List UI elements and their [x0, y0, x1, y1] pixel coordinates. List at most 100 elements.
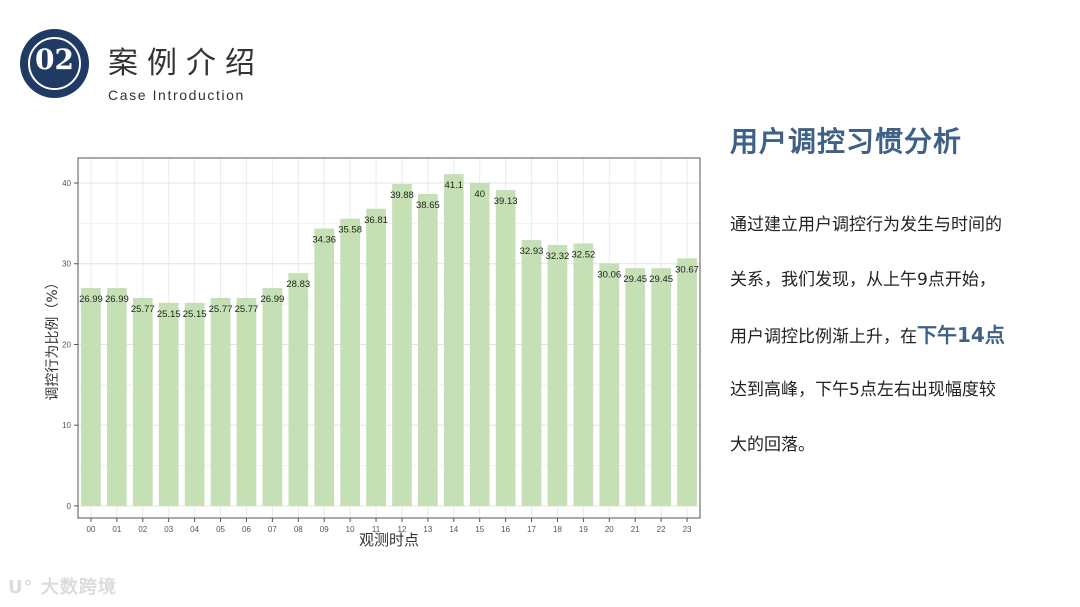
x-tick-label: 09 [320, 525, 329, 534]
x-tick-label: 15 [475, 525, 484, 534]
body-line-4: 达到高峰，下午5点左右出现幅度较 [730, 380, 996, 400]
bar-value-label: 29.45 [623, 274, 647, 285]
bar [625, 268, 646, 506]
y-tick-label: 20 [62, 340, 71, 349]
x-tick-label: 19 [579, 525, 588, 534]
bar [262, 288, 283, 506]
bar [495, 190, 516, 506]
x-tick-label: 07 [268, 525, 277, 534]
bar-value-label: 39.88 [390, 190, 414, 201]
x-tick-label: 17 [527, 525, 536, 534]
bar [132, 297, 153, 506]
x-tick-label: 12 [398, 525, 407, 534]
x-tick-label: 03 [164, 525, 173, 534]
bar-value-label: 30.67 [675, 264, 699, 275]
y-tick-label: 10 [62, 421, 71, 430]
bar [392, 183, 412, 506]
y-tick-label: 0 [67, 502, 72, 511]
headline: 用户调控习惯分析 [730, 125, 963, 158]
bar-value-label: 28.83 [286, 279, 310, 290]
y-tick-label: 40 [62, 179, 71, 188]
x-tick-label: 14 [449, 525, 458, 534]
body-highlight: 下午14点 [917, 323, 1005, 347]
section-number-badge: 02 [20, 29, 89, 98]
bar-value-label: 25.77 [235, 304, 259, 315]
x-tick-label: 21 [631, 525, 640, 534]
bar-value-label: 34.36 [312, 235, 336, 246]
bar [547, 245, 568, 506]
bar [521, 240, 542, 506]
x-tick-label: 16 [501, 525, 510, 534]
x-tick-label: 22 [657, 525, 666, 534]
watermark-logo: ᑌ° 大数跨境 [8, 573, 117, 599]
x-axis-label: 观测时点 [359, 531, 419, 549]
section-number: 02 [35, 43, 74, 76]
bar [443, 174, 464, 506]
chart-bars [81, 174, 697, 506]
x-tick-label: 11 [372, 525, 381, 534]
x-tick-label: 00 [87, 525, 96, 534]
bar-value-label: 25.77 [131, 304, 155, 315]
bar [677, 258, 697, 506]
bar-value-label: 25.15 [157, 309, 181, 320]
y-tick-label: 30 [62, 260, 71, 269]
bar [340, 218, 360, 506]
x-tick-label: 08 [294, 525, 303, 534]
bar-value-label: 41.1 [445, 180, 464, 191]
bar-value-label: 25.15 [183, 309, 207, 320]
x-tick-label: 18 [553, 525, 562, 534]
bar-value-label: 40 [474, 189, 485, 200]
bar [158, 302, 179, 506]
bar [469, 183, 490, 506]
body-line-5: 大的回落。 [730, 435, 815, 455]
body-line-3-prefix: 用户调控比例渐上升，在 [730, 327, 917, 347]
body-line-3: 用户调控比例渐上升，在下午14点 [730, 315, 1050, 370]
bar-value-label: 36.81 [364, 215, 388, 226]
body-text: 通过建立用户调控行为发生与时间的 关系，我们发现，从上午9点开始， 用户调控比例… [730, 205, 1050, 480]
bar [599, 263, 620, 506]
bar-value-label: 35.58 [338, 225, 362, 236]
bar-value-label: 38.65 [416, 200, 440, 211]
bar-value-label: 32.52 [571, 249, 595, 260]
body-line-2: 关系，我们发现，从上午9点开始， [730, 270, 996, 290]
bar [314, 228, 335, 506]
x-tick-label: 05 [216, 525, 225, 534]
watermark-icon: ᑌ° [8, 577, 34, 598]
bar-value-label: 26.99 [79, 294, 103, 305]
bar [651, 268, 671, 506]
chart-axes: 0 10 20 30 40 00 01 02 03 04 05 06 07 08 09 10 11 12 13 14 1… [62, 179, 692, 534]
bar [210, 297, 231, 506]
bar-value-label: 39.13 [494, 196, 518, 207]
bar [184, 302, 205, 506]
x-tick-label: 01 [112, 525, 121, 534]
x-tick-label: 10 [346, 525, 355, 534]
bar [236, 297, 257, 506]
x-tick-label: 13 [423, 525, 432, 534]
bar-value-label: 30.06 [597, 269, 621, 280]
bar-value-label: 26.99 [260, 294, 284, 305]
bar-value-label: 26.99 [105, 294, 129, 305]
bar [288, 273, 309, 506]
x-tick-label: 23 [683, 525, 692, 534]
plot-border [77, 157, 701, 519]
bar-value-label: 25.77 [209, 304, 233, 315]
bar [418, 193, 438, 506]
bar [366, 208, 386, 506]
watermark-text: 大数跨境 [40, 577, 117, 598]
x-tick-label: 06 [242, 525, 251, 534]
x-tick-label: 04 [190, 525, 199, 534]
x-tick-label: 20 [605, 525, 614, 534]
bar [573, 243, 594, 506]
bar-value-label: 32.93 [520, 246, 544, 257]
badge-ring [28, 37, 81, 90]
body-line-1: 通过建立用户调控行为发生与时间的 [730, 215, 1002, 235]
section-title: 案例介绍 [108, 46, 264, 81]
bar-value-label: 29.45 [649, 274, 673, 285]
bar-value-label: 32.32 [546, 251, 570, 262]
y-axis-label: 调控行为比例（%） [45, 275, 61, 400]
x-tick-label: 02 [138, 525, 147, 534]
section-subtitle: Case Introduction [108, 87, 245, 103]
bar [107, 288, 127, 506]
